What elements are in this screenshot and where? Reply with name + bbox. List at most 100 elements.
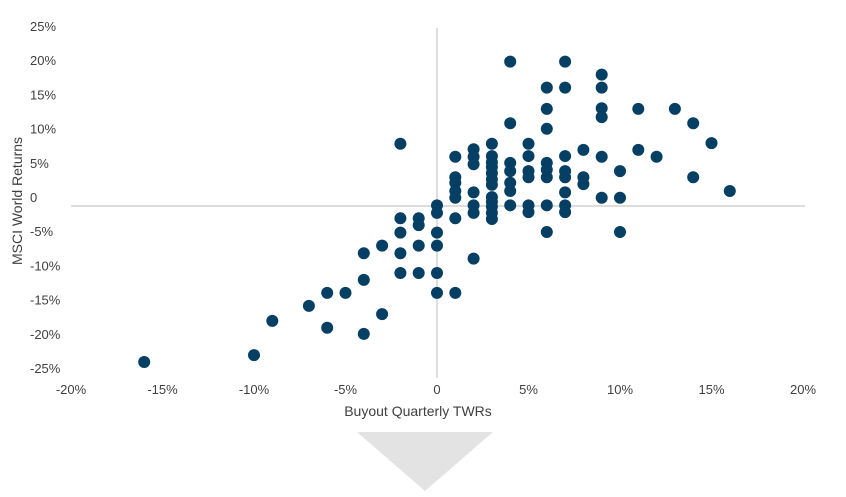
data-point — [595, 191, 608, 204]
data-point — [394, 267, 407, 280]
data-point — [431, 267, 443, 280]
x-tick-label: 15% — [698, 382, 724, 397]
data-point — [321, 286, 334, 299]
x-tick-label: 5% — [519, 382, 538, 397]
data-point — [650, 150, 663, 163]
data-point — [559, 171, 572, 184]
y-tick-label: -5% — [30, 224, 54, 239]
data-point — [467, 252, 480, 265]
data-point — [577, 143, 590, 156]
down-arrow-icon — [357, 432, 493, 491]
data-point — [504, 176, 517, 189]
data-point — [632, 102, 645, 115]
x-tick-label: -20% — [56, 382, 87, 397]
data-point — [723, 184, 736, 197]
data-point — [449, 212, 462, 225]
data-point — [376, 239, 389, 252]
data-point — [705, 137, 718, 150]
x-tick-label: 20% — [790, 382, 816, 397]
x-tick-label: -10% — [239, 382, 270, 397]
data-point — [522, 206, 535, 219]
data-point — [614, 191, 626, 204]
data-point — [138, 355, 151, 368]
data-point — [431, 226, 443, 239]
data-point — [431, 286, 443, 299]
data-point — [266, 314, 279, 327]
y-tick-label: 0 — [30, 190, 37, 205]
y-tick-label: -20% — [30, 327, 61, 342]
data-point — [614, 225, 626, 238]
data-point — [595, 150, 608, 163]
data-point — [559, 55, 572, 68]
x-tick-label: 0 — [433, 382, 440, 397]
data-point — [632, 143, 645, 156]
data-point — [449, 176, 462, 189]
data-point — [394, 247, 407, 260]
data-point — [559, 206, 572, 219]
data-point — [559, 186, 572, 199]
data-point — [449, 191, 462, 204]
data-point — [485, 178, 498, 191]
data-point — [540, 171, 553, 184]
y-tick-label: 25% — [30, 19, 56, 34]
y-tick-label: -15% — [30, 293, 61, 308]
data-point — [485, 212, 498, 225]
data-point — [540, 199, 553, 212]
data-point — [248, 349, 260, 362]
data-point — [467, 158, 480, 171]
data-point — [504, 184, 517, 197]
data-point — [577, 178, 590, 191]
data-point — [394, 226, 407, 239]
data-point — [522, 137, 535, 150]
data-point — [559, 81, 572, 94]
data-point — [595, 81, 608, 94]
data-point — [449, 150, 462, 163]
x-tick-label: -5% — [334, 382, 358, 397]
x-tick-label: 10% — [607, 382, 633, 397]
data-point — [431, 239, 443, 252]
data-point — [595, 102, 608, 115]
data-point — [614, 165, 626, 178]
y-tick-label: -25% — [30, 361, 61, 376]
data-point — [540, 122, 553, 135]
data-point — [302, 299, 315, 312]
data-point — [595, 111, 608, 124]
x-axis-title: Buyout Quarterly TWRs — [344, 403, 492, 419]
data-point — [412, 219, 425, 232]
data-point — [540, 225, 553, 238]
data-point — [540, 81, 553, 94]
data-point — [687, 171, 700, 184]
data-point — [357, 273, 370, 286]
data-point — [357, 247, 370, 260]
y-tick-label: 20% — [30, 53, 56, 68]
y-tick-label: -10% — [30, 258, 61, 273]
data-point — [467, 206, 480, 219]
data-point — [540, 102, 553, 115]
data-point — [504, 165, 517, 178]
data-point — [559, 150, 572, 163]
data-point — [504, 199, 517, 212]
data-point — [504, 55, 517, 68]
data-point — [522, 171, 535, 184]
data-point — [412, 239, 425, 252]
data-point — [412, 267, 425, 280]
data-point — [467, 186, 480, 199]
y-tick-label: 10% — [30, 122, 56, 137]
data-point — [321, 321, 334, 334]
data-point — [376, 308, 389, 321]
data-point — [394, 137, 407, 150]
data-point — [668, 102, 681, 115]
data-point — [449, 286, 462, 299]
data-point — [485, 137, 498, 150]
data-point — [595, 68, 608, 81]
y-tick-label: 5% — [30, 156, 49, 171]
data-point — [394, 212, 407, 225]
data-point — [522, 150, 535, 163]
data-point — [431, 206, 443, 219]
data-point — [504, 156, 517, 169]
data-point — [339, 286, 352, 299]
data-point — [504, 117, 517, 130]
y-axis-title: MSCI World Returns — [9, 137, 25, 265]
y-tick-label: 15% — [30, 87, 56, 102]
